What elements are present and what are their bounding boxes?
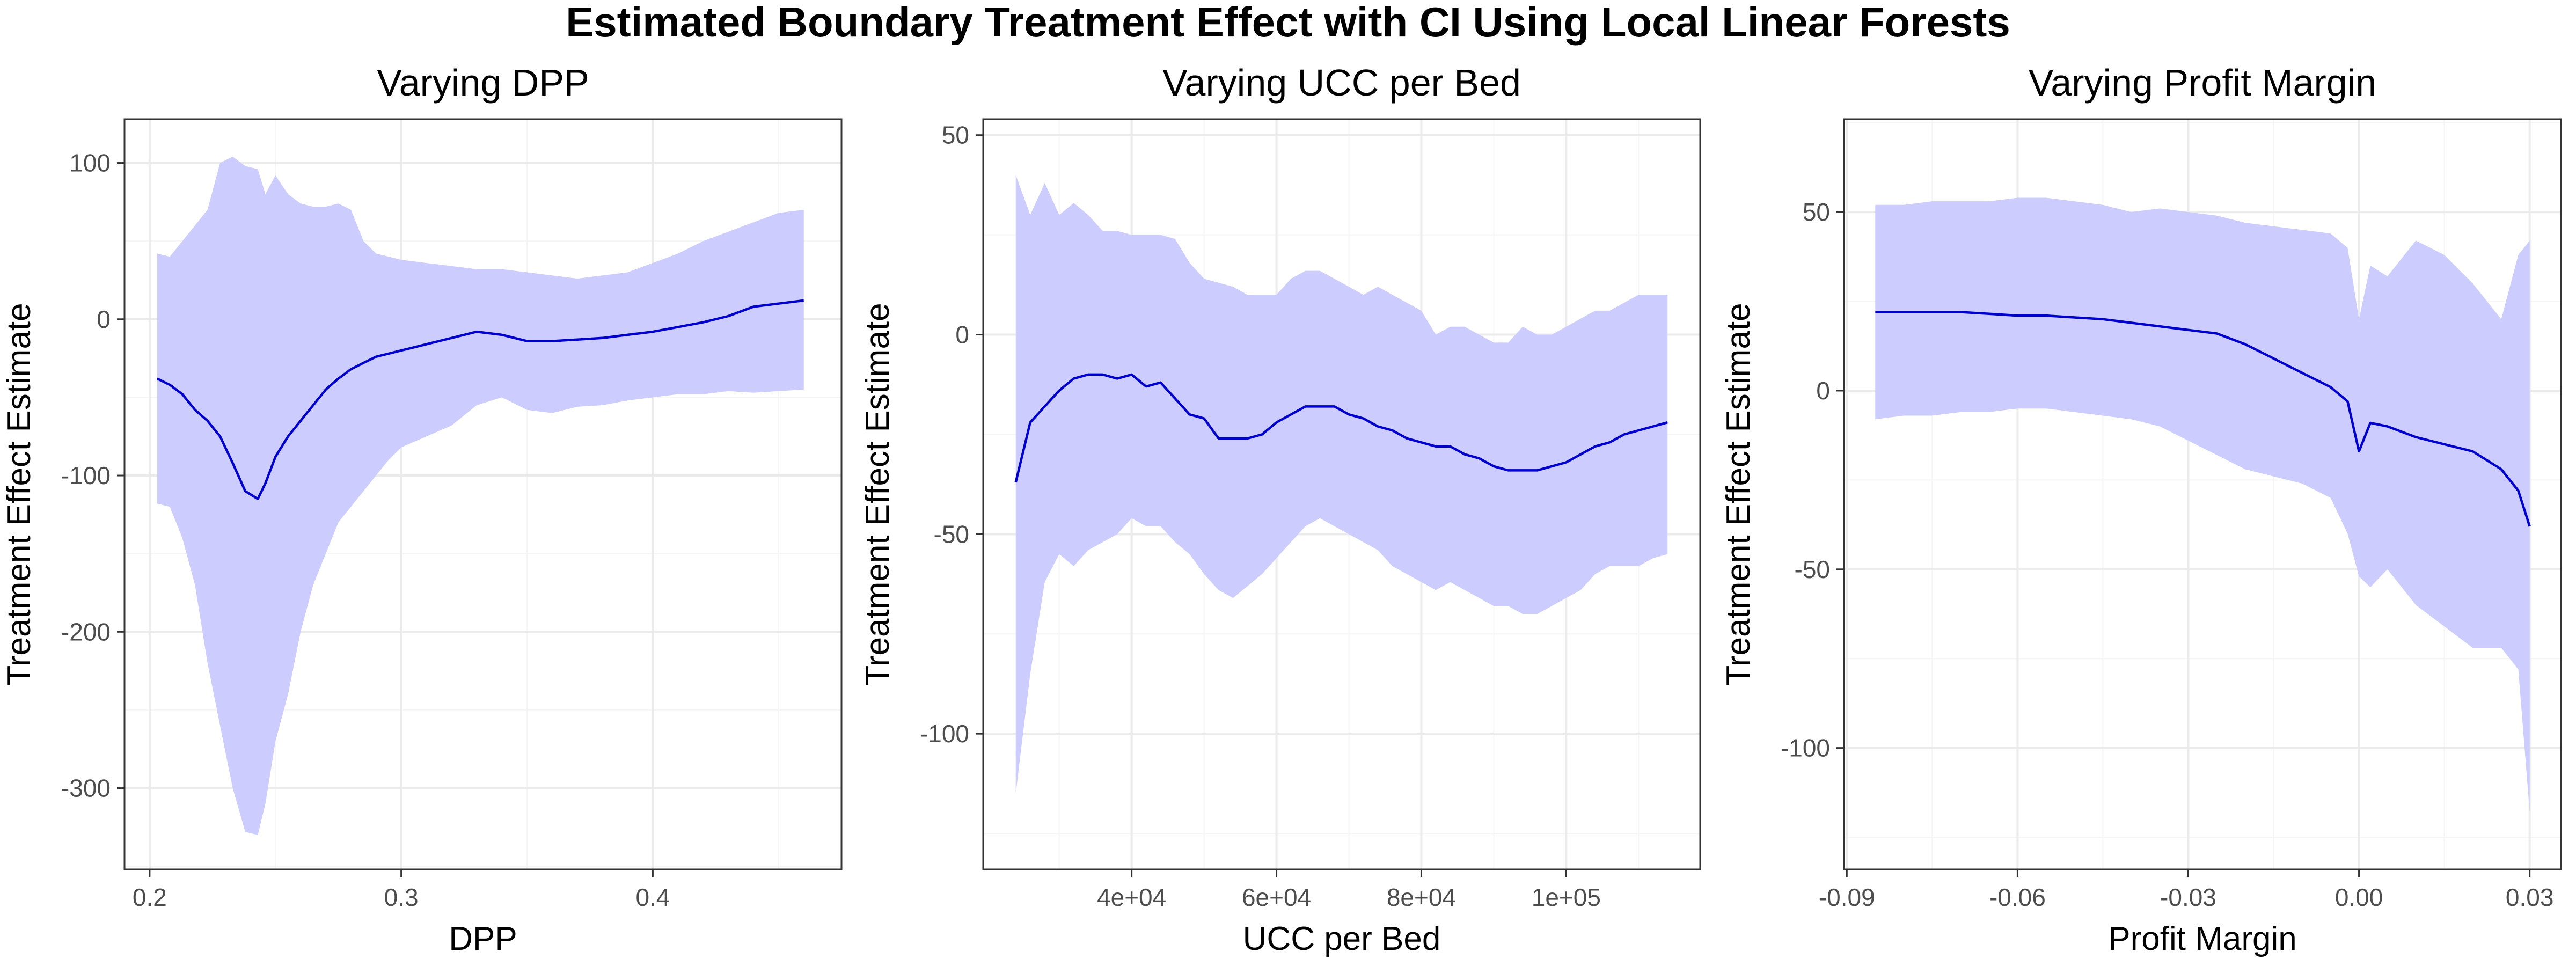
x-tick-label: -0.06 [1989, 883, 2046, 911]
x-tick-label: 0.3 [384, 883, 419, 911]
estimate-line [1014, 373, 1668, 483]
y-axis-title: Treatment Effect Estimate [859, 303, 896, 685]
estimate-line [1875, 311, 2531, 527]
y-tick-label: -100 [920, 720, 969, 748]
x-tick-label: 8e+04 [1387, 883, 1456, 911]
y-axis-title: Treatment Effect Estimate [1720, 303, 1757, 685]
x-tick-label: -0.03 [2160, 883, 2216, 911]
y-tick-label: 0 [1816, 377, 1830, 405]
x-axis-title: DPP [449, 920, 517, 957]
y-tick-label: 100 [69, 149, 111, 177]
plot-frame [123, 118, 843, 870]
figure-title: Estimated Boundary Treatment Effect with… [566, 0, 2010, 46]
x-axis-title: Profit Margin [2108, 920, 2296, 957]
y-tick-label: 0 [97, 305, 111, 333]
panel-title: Varying Profit Margin [2029, 62, 2376, 104]
plot-frame [982, 118, 1701, 870]
y-tick-label: 0 [955, 321, 969, 349]
chart-panel-1: 0.2 0.3 0.4 -300 -200 -100 0 100 Varying DPP DPP T… [1, 62, 843, 957]
x-tick-label: 0.03 [2506, 883, 2554, 911]
x-tick-label: 6e+04 [1242, 883, 1311, 911]
y-tick-label: -100 [61, 462, 111, 489]
confidence-band [1875, 197, 2530, 813]
plot-marks [1014, 175, 1668, 794]
y-tick-label: -50 [1795, 555, 1830, 583]
y-tick-label: -50 [934, 520, 969, 548]
y-tick-label: -300 [61, 774, 111, 802]
x-tick-label: 0.00 [2335, 883, 2383, 911]
confidence-band [157, 156, 804, 835]
plot-marks [1875, 197, 2531, 813]
x-tick-label: 0.4 [635, 883, 670, 911]
panel-title: Varying DPP [377, 62, 589, 104]
y-tick-label: -100 [1781, 734, 1830, 762]
x-tick-label: -0.09 [1819, 883, 1875, 911]
chart-panel-2: 4e+04 6e+04 8e+04 1e+05 -100 -50 0 50 Varying UC… [859, 62, 1701, 957]
y-tick-label: 50 [942, 121, 969, 149]
plot-frame [1843, 118, 2562, 870]
y-tick-label: -200 [61, 618, 111, 646]
y-tick-label: 50 [1803, 198, 1830, 226]
chart-panel-3: -0.09 -0.06 -0.03 0.00 0.03 -100 -50 0 50 Varying… [1720, 62, 2562, 957]
x-tick-label: 4e+04 [1097, 883, 1166, 911]
panel-title: Varying UCC per Bed [1162, 62, 1521, 104]
confidence-band [1015, 175, 1668, 794]
x-tick-label: 1e+05 [1532, 883, 1601, 911]
y-axis-title: Treatment Effect Estimate [1, 303, 38, 685]
estimate-line [156, 299, 804, 500]
chart-panels: 0.2 0.3 0.4 -300 -200 -100 0 100 Varying DPP DPP T… [1, 62, 2562, 957]
plot-marks [156, 156, 804, 835]
x-tick-label: 0.2 [133, 883, 167, 911]
x-axis-title: UCC per Bed [1243, 920, 1441, 957]
